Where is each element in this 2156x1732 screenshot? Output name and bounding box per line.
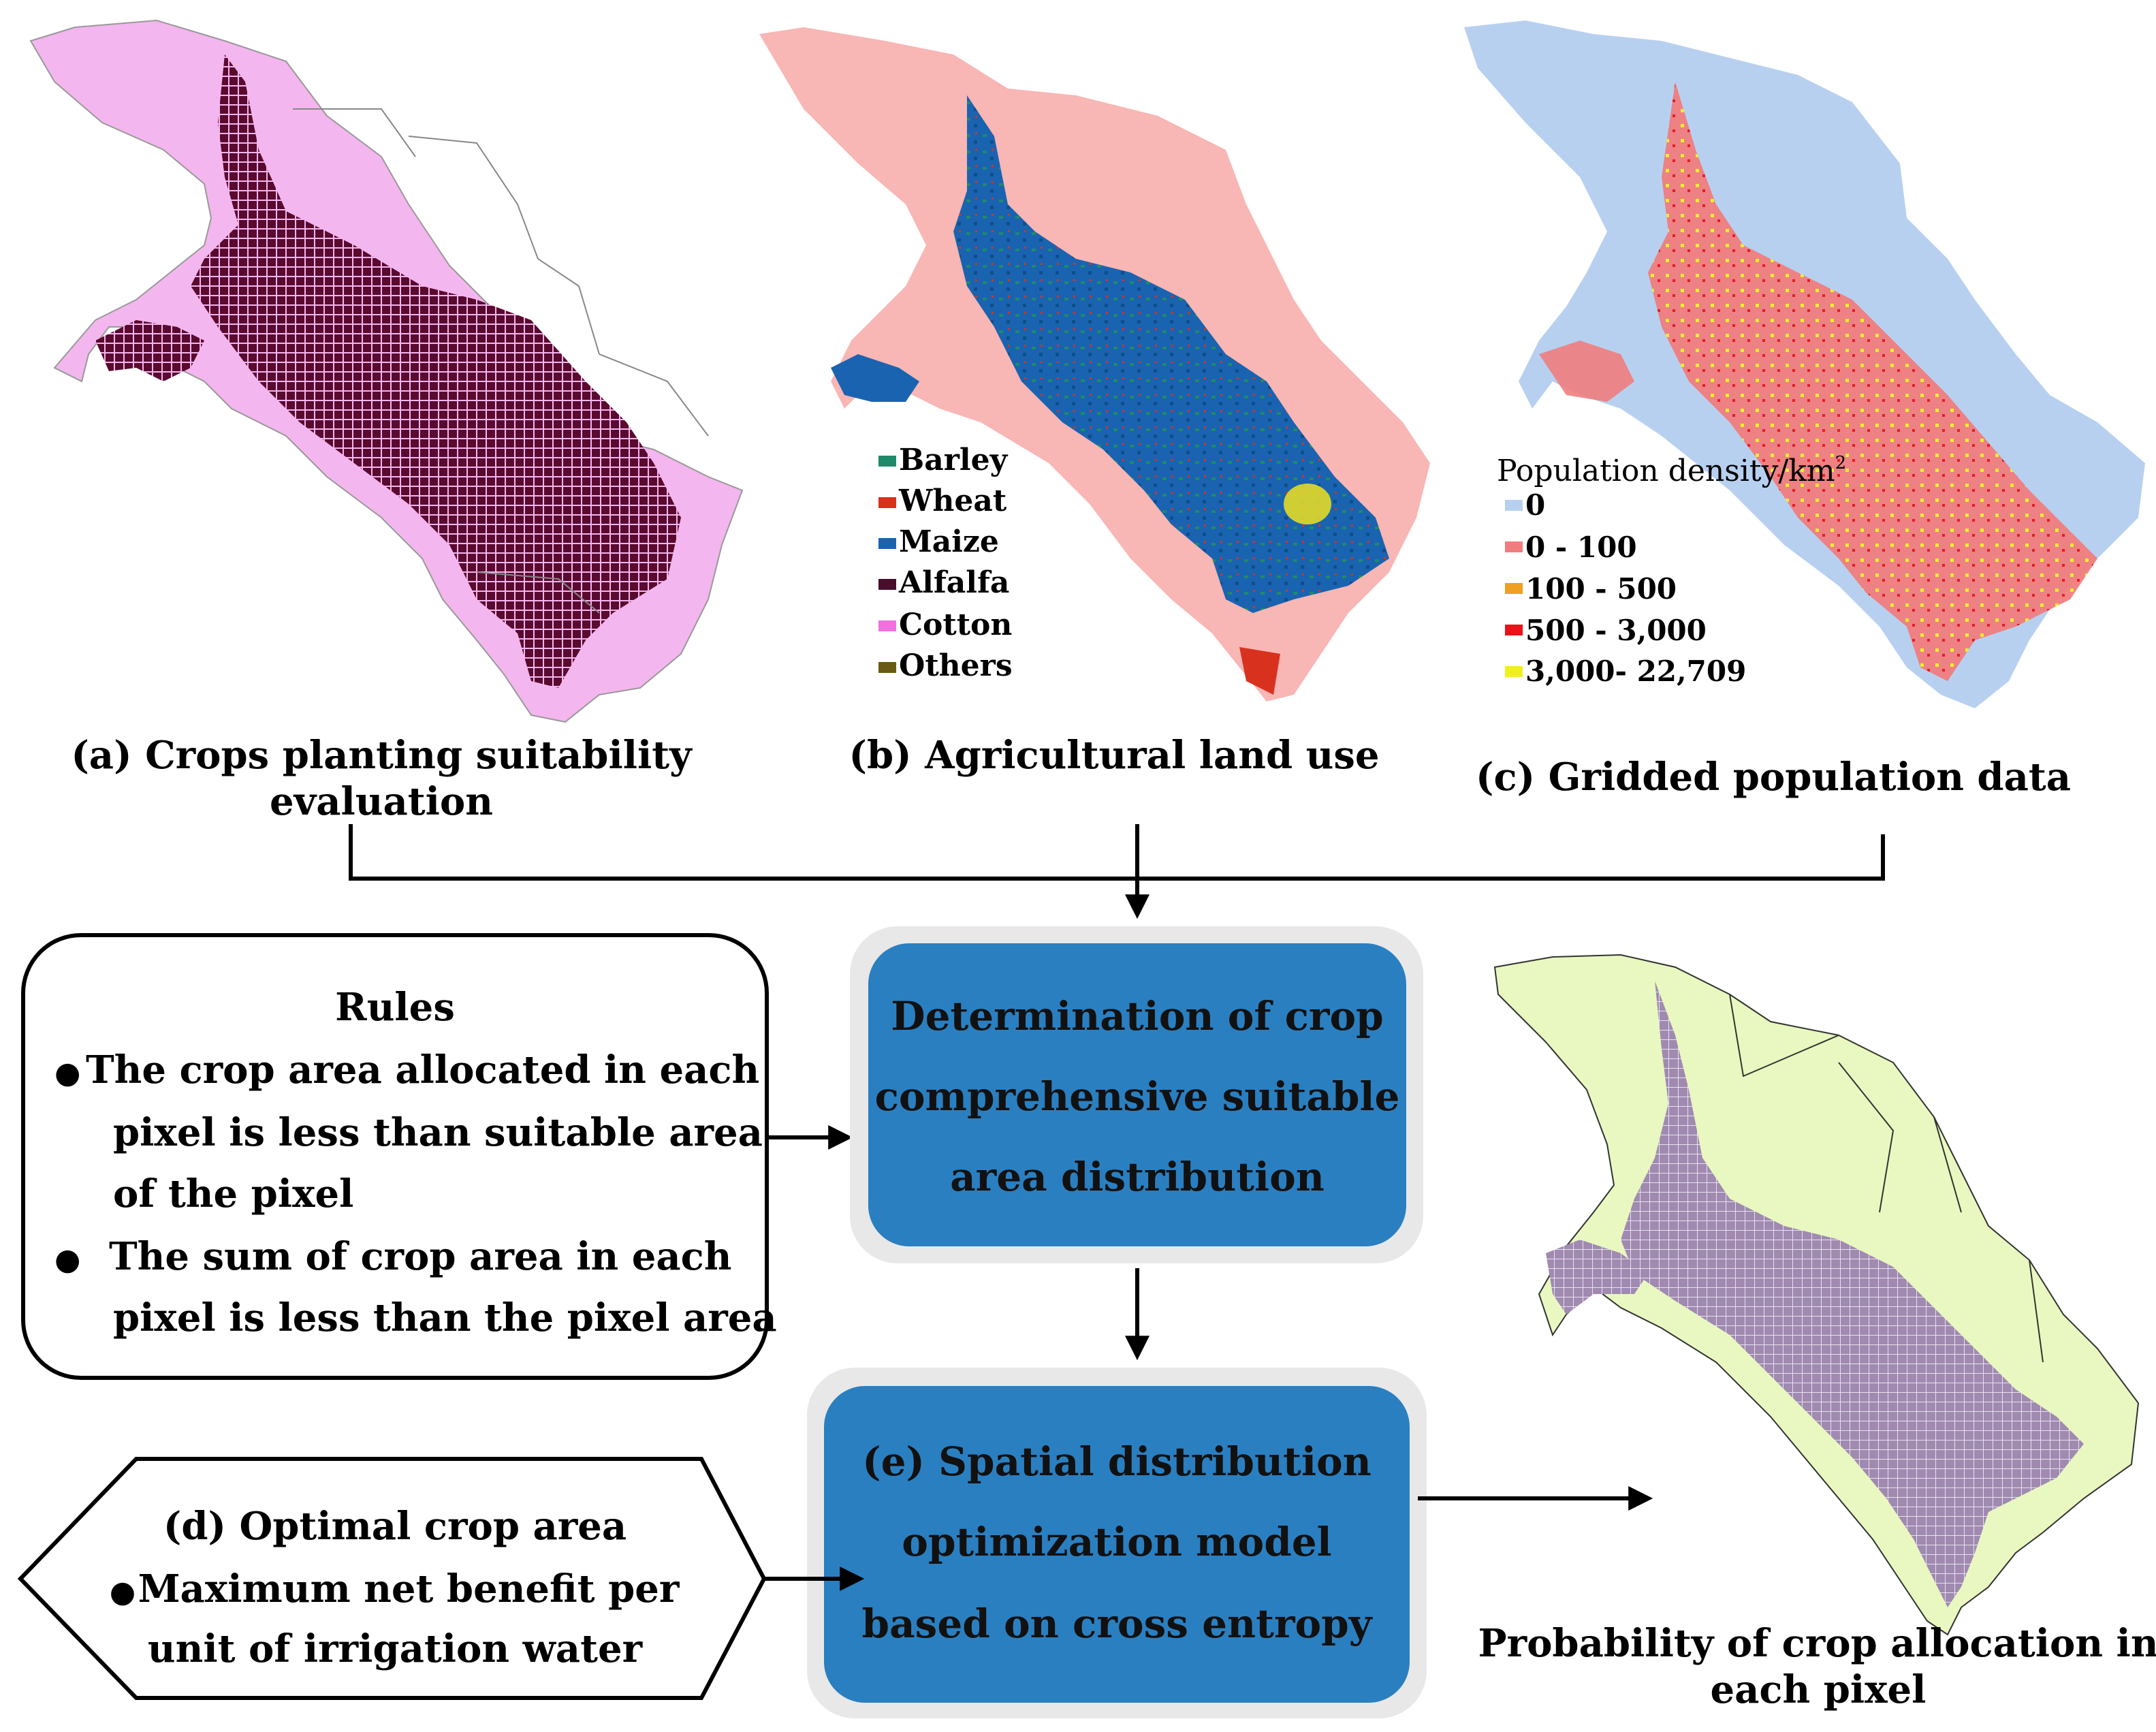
district-borders-output <box>1729 994 2044 1363</box>
crop-cover-b-west <box>831 354 919 402</box>
optimal-crop-area-box: (d) Optimal crop area ● Maximum net bene… <box>17 1457 767 1700</box>
population-legend: Population density/km2 0 0 - 100 100 - 5… <box>1497 453 1846 688</box>
district-borders-a <box>293 108 709 614</box>
suitability-map <box>29 19 744 723</box>
population-cells-c <box>1648 82 2097 681</box>
optimal-title: (d) Optimal crop area <box>163 1504 627 1549</box>
suitable-cells-a-west <box>95 320 204 381</box>
maize-swatch <box>878 538 896 549</box>
optimal-line2: Maximum net benefit per <box>138 1566 680 1611</box>
density-0-label: 0 <box>1525 488 1545 522</box>
optimal-line3: unit of irrigation water <box>148 1626 644 1671</box>
density-3000-22709-swatch <box>1505 666 1523 677</box>
determination-box: Determination of crop comprehensive suit… <box>850 926 1423 1263</box>
optimal-bullet-symbol: ● <box>110 1575 136 1609</box>
rules-box: Rules ● The crop area allocated in each … <box>21 933 777 1380</box>
alfalfa-swatch <box>878 579 896 590</box>
wheat-swatch <box>878 497 896 508</box>
barley-label: Barley <box>899 443 1009 477</box>
population-map <box>1464 20 2145 708</box>
rules-bullet-1-line2: pixel is less than suitable area <box>113 1110 763 1155</box>
rules-title: Rules <box>335 985 455 1030</box>
population-legend-title: Population density/km2 <box>1497 453 1846 488</box>
spatial-line2: optimization model <box>902 1519 1331 1565</box>
caption-b: (b) Agricultural land use <box>849 733 1379 778</box>
density-0-swatch <box>1505 500 1523 511</box>
density-500-3000-swatch <box>1505 625 1523 635</box>
cotton-label: Cotton <box>899 608 1012 642</box>
density-100-500-swatch <box>1505 583 1523 594</box>
caption-c: (c) Gridded population data <box>1476 755 2071 800</box>
others-swatch <box>878 662 896 673</box>
crop-cover-b <box>953 95 1389 613</box>
density-0-100-swatch <box>1505 541 1523 552</box>
allocation-probability-map <box>1493 954 2140 1636</box>
spatial-model-box: (e) Spatial distribution optimization mo… <box>807 1368 1427 1718</box>
wheat-patch-b <box>1239 647 1280 695</box>
density-3000-22709-label: 3,000- 22,709 <box>1525 655 1746 688</box>
caption-a-line1: (a) Crops planting suitability <box>71 733 693 778</box>
population-cells-c-west <box>1539 341 1634 402</box>
rules-bullet-2-symbol: ● <box>54 1242 80 1277</box>
density-500-3000-label: 500 - 3,000 <box>1525 614 1707 647</box>
rules-bullet-1-line3: of the pixel <box>113 1171 353 1216</box>
wheat-label: Wheat <box>898 484 1007 518</box>
merge-connector <box>349 824 1885 919</box>
maize-highlight <box>1284 484 1331 524</box>
alfalfa-label: Alfalfa <box>898 565 1009 600</box>
output-caption-line1: Probability of crop allocation in <box>1478 1621 2156 1666</box>
allocation-cells-output <box>1621 981 2084 1607</box>
rules-bullet-2-line1: The sum of crop area in each <box>109 1234 731 1279</box>
spatial-line3: based on cross entropy <box>862 1601 1374 1647</box>
suitable-cells-a <box>191 54 681 688</box>
density-0-100-label: 0 - 100 <box>1525 531 1637 564</box>
maize-label: Maize <box>899 524 999 559</box>
determination-line2: comprehensive suitable <box>875 1073 1400 1120</box>
cotton-swatch <box>878 620 896 631</box>
determination-line3: area distribution <box>950 1154 1325 1200</box>
density-100-500-label: 100 - 500 <box>1525 572 1677 605</box>
allocation-cells-output-west <box>1546 1240 1648 1314</box>
output-caption-line2: each pixel <box>1711 1667 1927 1712</box>
rules-bullet-2-line2: pixel is less than the pixel area <box>113 1295 777 1340</box>
rules-bullet-1-line1: The crop area allocated in each <box>86 1048 759 1092</box>
others-label: Others <box>899 648 1013 683</box>
determination-line1: Determination of crop <box>891 993 1383 1039</box>
land-use-legend: Barley Wheat Maize Alfalfa Cotton Others <box>878 443 1013 683</box>
rules-bullet-1-symbol: ● <box>54 1056 80 1090</box>
barley-swatch <box>878 456 896 467</box>
spatial-line1: (e) Spatial distribution <box>862 1438 1372 1485</box>
land-use-map <box>759 27 1430 702</box>
caption-a-line2: evaluation <box>270 779 493 824</box>
